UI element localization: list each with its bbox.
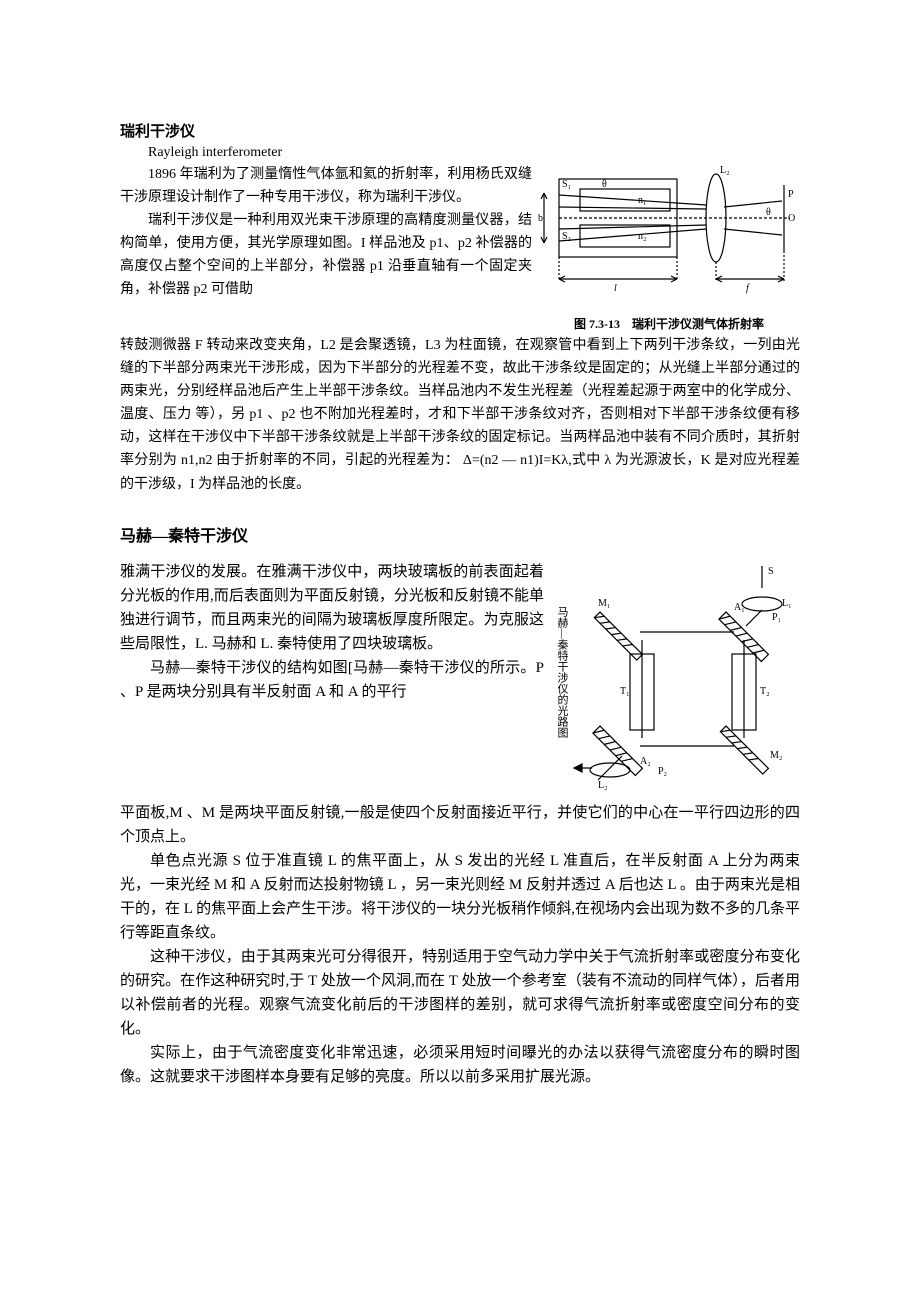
svg-text:T₁: T₁ — [620, 686, 630, 697]
document-page: 瑞利干涉仪 Rayleigh interferometer — [0, 0, 920, 1149]
svg-text:θ: θ — [602, 179, 607, 190]
svg-text:L₂: L₂ — [598, 780, 608, 791]
svg-text:S: S — [768, 566, 774, 577]
svg-text:θ: θ — [766, 207, 771, 218]
section2-p5: 实际上，由于气流密度变化非常迅速，必须采用短时间曝光的办法以获得气流密度分布的瞬… — [120, 1041, 800, 1089]
section1-p2b: 转鼓测微器 F 转动来改变夹角，L2 是会聚透镜，L3 为柱面镜，在观察管中看到… — [120, 334, 800, 496]
svg-text:M₁: M₁ — [598, 598, 610, 609]
section2-title: 马赫—秦特干涉仪 — [120, 522, 800, 546]
svg-text:n₁: n₁ — [638, 195, 647, 206]
figure-mach-zehnder: S L₁ P₁ A₁ M₁ T₁ T₂ M₂ P₂ A₂ L₂ 马赫—秦特干涉仪… — [550, 560, 800, 797]
section1-subtitle: Rayleigh interferometer — [120, 145, 800, 161]
section2-p4: 这种干涉仪，由于其两束光可分得很开，特别适用于空气动力学中关于气流折射率或密度分… — [120, 945, 800, 1041]
rayleigh-diagram: S₁ S₂ b n₁ n₂ θ L₂ P O θ l f — [538, 163, 800, 309]
figure1-caption: 图 7.3-13 瑞利干涉仪测气体折射率 — [538, 315, 800, 332]
svg-text:S₁: S₁ — [562, 179, 571, 190]
section-mach-zehnder: 马赫—秦特干涉仪 — [120, 522, 800, 1089]
svg-text:O: O — [788, 213, 795, 224]
section2-p2b: 平面板,M 、M 是两块平面反射镜,一般是使四个反射面接近平行，并使它们的中心在… — [120, 801, 800, 849]
svg-text:P: P — [788, 189, 794, 200]
svg-text:T₂: T₂ — [760, 686, 770, 697]
svg-text:S₂: S₂ — [562, 231, 571, 242]
svg-text:P₁: P₁ — [772, 612, 781, 623]
svg-text:n₂: n₂ — [638, 231, 647, 242]
mz-diagram: S L₁ P₁ A₁ M₁ T₁ T₂ M₂ P₂ A₂ L₂ 马赫—秦特干涉仪… — [550, 560, 800, 792]
svg-text:马赫—秦特干涉仪的光路图: 马赫—秦特干涉仪的光路图 — [556, 605, 569, 738]
svg-text:P₂: P₂ — [658, 766, 667, 777]
section-rayleigh: 瑞利干涉仪 Rayleigh interferometer — [120, 120, 800, 496]
svg-text:L₁: L₁ — [782, 598, 792, 609]
svg-text:A₂: A₂ — [640, 756, 651, 767]
svg-text:b: b — [538, 213, 543, 224]
svg-text:l: l — [614, 283, 617, 294]
section2-p3: 单色点光源 S 位于准直镜 L 的焦平面上，从 S 发出的光经 L 准直后，在半… — [120, 849, 800, 945]
svg-text:M₂: M₂ — [770, 750, 782, 761]
svg-text:A₁: A₁ — [734, 602, 745, 613]
figure-rayleigh: S₁ S₂ b n₁ n₂ θ L₂ P O θ l f 图 7.3-13 瑞利… — [538, 163, 800, 332]
svg-text:L₂: L₂ — [720, 165, 730, 176]
svg-text:f: f — [746, 283, 750, 294]
section1-title: 瑞利干涉仪 — [120, 120, 800, 141]
